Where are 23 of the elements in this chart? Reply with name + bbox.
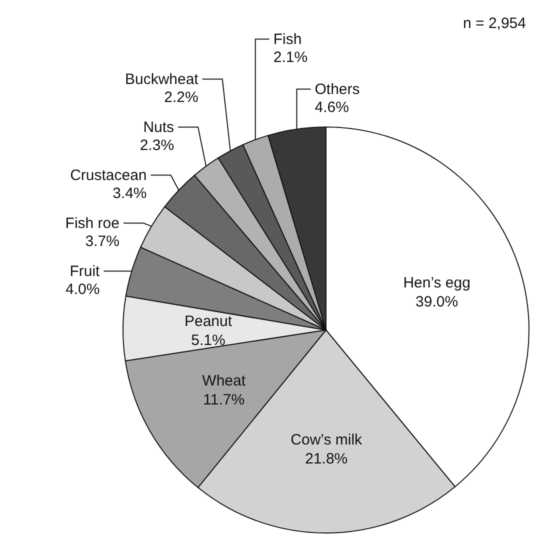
data-label: 3.4% bbox=[112, 185, 147, 202]
data-label: 2.1% bbox=[273, 49, 308, 66]
data-label: 2.2% bbox=[164, 89, 198, 106]
slice-label: Fish roe bbox=[65, 215, 120, 232]
slice-label: Peanut bbox=[184, 313, 233, 330]
text: n = 2,954 bbox=[463, 15, 526, 32]
slice-label: Fruit bbox=[70, 263, 101, 280]
data-label: 11.7% bbox=[203, 392, 245, 409]
slice-label: Cow’s milk bbox=[290, 432, 363, 449]
slice-label: Hen’s egg bbox=[403, 274, 470, 292]
data-label: 3.7% bbox=[85, 233, 120, 250]
data-label: 4.6% bbox=[314, 99, 349, 116]
data-label: 21.8% bbox=[305, 450, 348, 468]
slice-label: Crustacean bbox=[70, 167, 147, 184]
slice-label: Fish bbox=[273, 31, 302, 48]
slice-label: Nuts bbox=[143, 119, 174, 136]
slice-label: Wheat bbox=[202, 372, 246, 390]
data-label: 5.1% bbox=[191, 332, 226, 350]
slice-label: Buckwheat bbox=[124, 71, 200, 88]
data-label: 2.3% bbox=[140, 137, 174, 154]
data-label: 39.0% bbox=[416, 293, 458, 310]
data-label: 4.0% bbox=[66, 281, 100, 298]
slice-label: Others bbox=[314, 81, 360, 98]
